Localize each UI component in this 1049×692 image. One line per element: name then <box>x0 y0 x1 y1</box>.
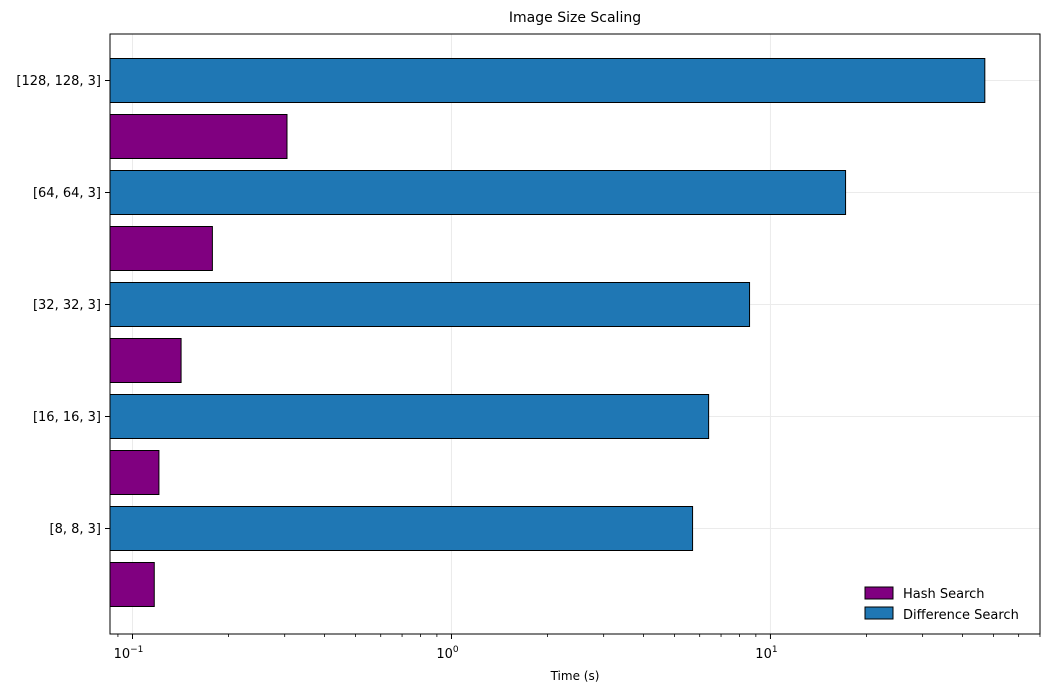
bar-hash-search <box>109 338 182 383</box>
x-tick-label: 100 <box>436 645 459 662</box>
y-tick-label: [64, 64, 3] <box>33 186 101 201</box>
bar-difference-search <box>109 506 694 551</box>
y-tick-label: [8, 8, 3] <box>50 522 102 537</box>
y-tick-label: [128, 128, 3] <box>16 74 101 89</box>
x-tick-label: 101 <box>755 645 777 662</box>
bar-hash-search <box>109 226 213 271</box>
bar-difference-search <box>109 170 847 215</box>
bar-hash-search <box>109 114 288 159</box>
legend: Hash Search Difference Search <box>864 586 1019 623</box>
legend-swatch-hash <box>864 586 894 600</box>
bar-difference-search <box>109 58 986 103</box>
bar-difference-search <box>109 394 710 439</box>
y-tick-label: [32, 32, 3] <box>33 298 101 313</box>
plot-frame <box>109 33 1041 635</box>
x-axis-ticks: 10−1 100 101 <box>114 634 1041 662</box>
bar-hash-search <box>109 450 160 495</box>
x-axis-label: Time (s) <box>550 669 600 683</box>
legend-swatch-difference <box>864 606 894 620</box>
bar-difference-search <box>109 282 751 327</box>
x-tick-label: 10−1 <box>114 645 144 662</box>
y-tick-label: [16, 16, 3] <box>33 410 101 425</box>
chart-title: Image Size Scaling <box>509 10 641 26</box>
bar-hash-search <box>109 562 155 607</box>
bars <box>109 58 986 607</box>
legend-label-hash: Hash Search <box>903 587 985 602</box>
y-axis-ticks: [8, 8, 3] [16, 16, 3] [32, 32, 3] [64, 64, … <box>16 74 110 537</box>
legend-label-difference: Difference Search <box>903 608 1019 623</box>
